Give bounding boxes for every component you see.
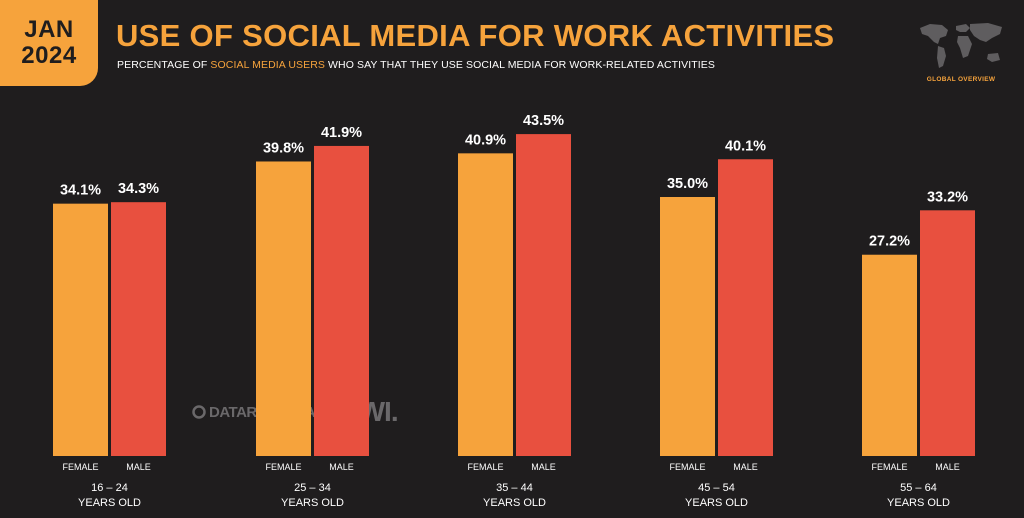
bar-male-3 xyxy=(718,159,773,456)
bar-female-3 xyxy=(660,197,715,456)
category-sublabel: YEARS OLD xyxy=(887,497,950,509)
bar-female-4 xyxy=(862,254,917,456)
bar-value-label: 34.3% xyxy=(118,181,159,197)
date-month: JAN xyxy=(24,16,74,43)
bar-value-label: 40.1% xyxy=(725,138,766,154)
chart-subtitle: PERCENTAGE OF SOCIAL MEDIA USERS WHO SAY… xyxy=(117,59,715,71)
category-label: 45 – 54 xyxy=(698,482,735,494)
subtitle-highlight: SOCIAL MEDIA USERS xyxy=(210,59,325,71)
series-label: MALE xyxy=(126,462,151,472)
datareportal-icon xyxy=(192,405,206,419)
bar-value-label: 40.9% xyxy=(465,132,506,148)
bar-value-label: 39.8% xyxy=(263,140,304,156)
date-year: 2024 xyxy=(21,42,77,69)
category-sublabel: YEARS OLD xyxy=(78,497,141,509)
chart-title: USE OF SOCIAL MEDIA FOR WORK ACTIVITIES xyxy=(116,18,835,53)
bar-value-label: 33.2% xyxy=(927,189,968,205)
category-sublabel: YEARS OLD xyxy=(685,497,748,509)
series-label: MALE xyxy=(531,462,556,472)
bar-female-0 xyxy=(53,203,108,456)
category-sublabel: YEARS OLD xyxy=(281,497,344,509)
region-label: GLOBAL OVERVIEW xyxy=(926,76,996,83)
category-label: 35 – 44 xyxy=(496,482,533,494)
category-label: 25 – 34 xyxy=(294,482,331,494)
date-badge: JAN 2024 xyxy=(0,0,98,86)
bar-value-label: 27.2% xyxy=(869,234,910,250)
bar-male-2 xyxy=(516,134,571,456)
world-map-icon xyxy=(920,23,1002,68)
series-label: FEMALE xyxy=(265,462,301,472)
series-label: FEMALE xyxy=(669,462,705,472)
bar-female-1 xyxy=(256,161,311,457)
bar-value-label: 35.0% xyxy=(667,176,708,192)
bar-male-0 xyxy=(111,202,166,456)
category-label: 55 – 64 xyxy=(900,482,937,494)
bar-male-4 xyxy=(920,210,975,456)
bar-male-1 xyxy=(314,145,369,456)
category-label: 16 – 24 xyxy=(91,482,128,494)
series-label: FEMALE xyxy=(871,462,907,472)
series-label: MALE xyxy=(935,462,960,472)
bar-female-2 xyxy=(458,153,513,456)
category-sublabel: YEARS OLD xyxy=(483,497,546,509)
series-label: FEMALE xyxy=(62,462,98,472)
series-label: MALE xyxy=(329,462,354,472)
bar-value-label: 34.1% xyxy=(60,183,101,199)
subtitle-post: WHO SAY THAT THEY USE SOCIAL MEDIA FOR W… xyxy=(325,59,716,71)
bar-value-label: 43.5% xyxy=(523,113,564,129)
bar-value-label: 41.9% xyxy=(321,125,362,141)
series-label: FEMALE xyxy=(467,462,503,472)
series-label: MALE xyxy=(733,462,758,472)
subtitle-pre: PERCENTAGE OF xyxy=(117,59,211,71)
